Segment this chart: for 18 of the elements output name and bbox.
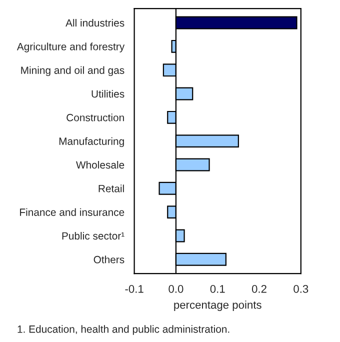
y-tick-label: Others <box>94 256 124 264</box>
y-tick-label: Manufacturing <box>59 137 124 148</box>
y-tick-label: Agriculture and forestry <box>16 42 125 52</box>
x-tick-label: 0.3 <box>294 285 308 293</box>
y-tick-label: Construction <box>66 114 124 122</box>
y-tick-label: Finance and insurance <box>20 208 124 216</box>
x-tick-label: -0.1 <box>125 285 144 293</box>
y-tick-label: Mining and oil and gas <box>21 66 124 76</box>
text: 1. Education, health and public administration. <box>18 325 230 335</box>
y-tick-label: Wholesale <box>76 160 124 169</box>
y-tick-label: Retail <box>98 184 124 192</box>
y-tick-label: All industries <box>66 18 124 27</box>
x-tick-label: 0.2 <box>252 285 266 293</box>
y-tick-label: Public sector¹ <box>62 232 124 240</box>
x-tick-label: 0.0 <box>168 285 184 293</box>
x-axis-title: percentage points <box>174 300 262 311</box>
x-tick-label: 0.1 <box>210 285 225 293</box>
y-tick-label: Utilities <box>92 90 124 98</box>
